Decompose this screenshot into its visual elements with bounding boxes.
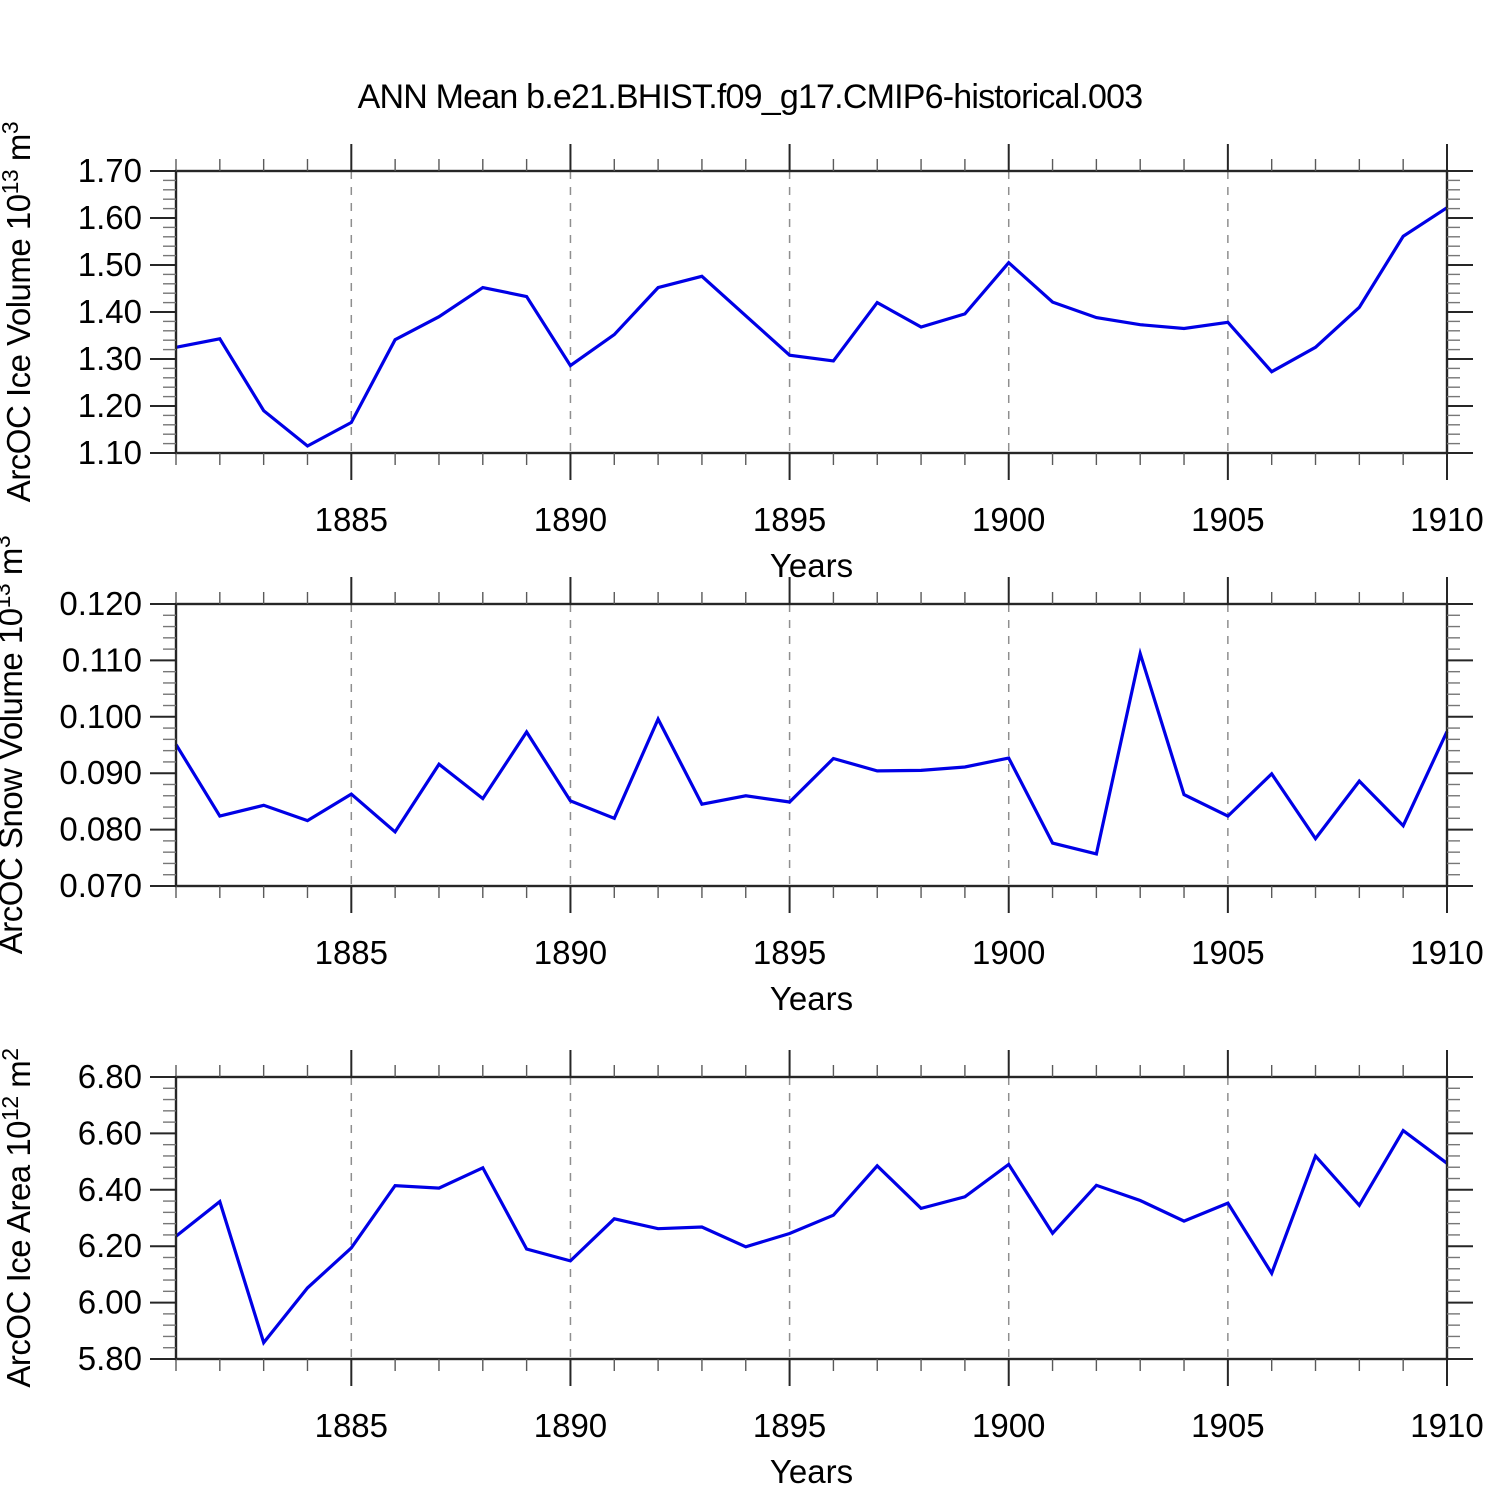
y-tick-label: 6.60 [78, 1114, 142, 1151]
gridlines [350, 604, 1229, 886]
x-tick-label: 1895 [753, 1407, 826, 1444]
plot-frame [174, 169, 1449, 455]
x-tick-label: 1910 [1410, 501, 1483, 538]
gridlines [350, 1077, 1229, 1359]
y-tick-label: 1.10 [78, 434, 142, 471]
y-tick-label: 0.090 [59, 754, 142, 791]
x-tick-label: 1905 [1191, 1407, 1264, 1444]
chart-title: ANN Mean b.e21.BHIST.f09_g17.CMIP6-histo… [357, 78, 1144, 116]
x-tick-label: 1895 [753, 501, 826, 538]
y-tick-label: 1.40 [78, 293, 142, 330]
x-tick-label: 1890 [534, 1407, 607, 1444]
x-ticks [175, 1050, 1448, 1386]
snow-volume-line [174, 647, 1449, 856]
ice-area-line [175, 1128, 1448, 1346]
x-tick-label: 1900 [972, 1407, 1045, 1444]
x-tick-label: 1895 [753, 934, 826, 971]
y-tick-label: 6.80 [78, 1058, 142, 1095]
y-axis-title: ArcOC Snow Volume 1013 m3 [0, 536, 29, 954]
x-ticks [175, 577, 1448, 913]
y-tick-label: 0.120 [59, 585, 142, 622]
y-tick-label: 6.20 [78, 1227, 142, 1264]
y-tick-label: 1.50 [78, 246, 142, 283]
x-tick-label: 1905 [1191, 934, 1264, 971]
x-tick-label: 1890 [534, 934, 607, 971]
x-tick-label: 1890 [534, 501, 607, 538]
y-tick-label: 5.80 [78, 1340, 142, 1377]
x-tick-label: 1905 [1191, 501, 1264, 538]
x-tick-label: 1885 [315, 934, 388, 971]
y-tick-label: 0.110 [62, 641, 142, 678]
panel-snow-volume: 0.070 0.080 0.090 0.100 0.110 0.120 1885 1890 18… [0, 536, 1484, 1017]
y-tick-label: 0.070 [59, 867, 142, 904]
y-tick-label: 1.30 [78, 340, 142, 377]
gridlines [350, 171, 1229, 453]
y-axis-title: ArcOC Ice Volume 1013 m3 [0, 122, 37, 502]
y-ticks [150, 170, 1473, 454]
x-tick-label: 1885 [315, 1407, 388, 1444]
y-tick-label: 1.20 [78, 387, 142, 424]
y-tick-label: 0.100 [59, 698, 142, 735]
y-tick-label: 1.60 [78, 199, 142, 236]
plot-frame [174, 602, 1449, 888]
x-tick-label: 1910 [1410, 1407, 1483, 1444]
x-axis-title: Years [770, 1453, 853, 1490]
y-tick-label: 1.70 [78, 152, 142, 189]
x-axis-title: Years [770, 547, 853, 584]
y-tick-label: 6.00 [78, 1284, 142, 1321]
y-tick-label: 6.40 [78, 1171, 142, 1208]
x-tick-label: 1900 [972, 934, 1045, 971]
ice-volume-line [175, 206, 1448, 448]
y-axis-title: ArcOC Ice Area 1012 m2 [0, 1048, 37, 1387]
y-ticks [150, 1076, 1473, 1360]
x-tick-label: 1910 [1410, 934, 1483, 971]
y-ticks [150, 603, 1473, 887]
x-tick-label: 1885 [315, 501, 388, 538]
x-tick-label: 1900 [972, 501, 1045, 538]
panel-ice-area: 5.80 6.00 6.20 6.40 6.60 6.80 1885 1890 1895 1900… [0, 1048, 1484, 1490]
panel-ice-volume: 1.10 1.20 1.30 1.40 1.50 1.60 1.70 1885 1890 1895… [0, 122, 1484, 584]
x-ticks [175, 144, 1448, 480]
plot-frame [174, 1075, 1449, 1361]
x-axis-title: Years [770, 980, 853, 1017]
y-tick-label: 0.080 [59, 811, 142, 848]
